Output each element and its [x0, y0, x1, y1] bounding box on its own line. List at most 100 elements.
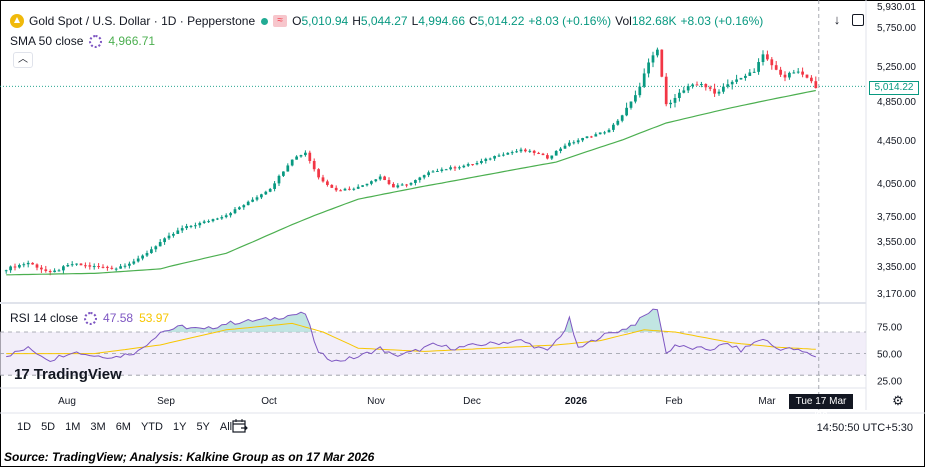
- candle-body: [563, 145, 567, 149]
- sma-settings-icon[interactable]: [89, 34, 103, 48]
- rsi-settings-icon[interactable]: [84, 311, 98, 325]
- range-5y[interactable]: 5Y: [196, 421, 210, 433]
- range-ytd[interactable]: YTD: [140, 421, 163, 433]
- candle-body: [594, 134, 598, 137]
- candle-body: [326, 181, 329, 185]
- download-icon[interactable]: ↓: [833, 12, 841, 27]
- range-1d[interactable]: 1D: [17, 421, 32, 433]
- time-tick-label: Aug: [58, 396, 76, 407]
- candle-body: [458, 167, 461, 169]
- candle-body: [502, 154, 505, 156]
- candle-body: [585, 136, 589, 139]
- symbol-legend: Gold Spot / U.S. Dollar · 1D · Peppersto…: [10, 14, 767, 28]
- candle-body: [480, 161, 483, 164]
- candle-body: [189, 225, 193, 227]
- candle-body: [488, 158, 492, 160]
- sma-label[interactable]: SMA 50 close: [10, 34, 84, 48]
- candle-body: [163, 238, 166, 243]
- symbol-name[interactable]: Gold Spot / U.S. Dollar: [29, 14, 151, 28]
- candle-body: [678, 92, 681, 98]
- partial-price-label: 5,930.01: [877, 2, 916, 13]
- candle-body: [26, 262, 30, 265]
- candle-body: [713, 88, 716, 94]
- candle-body: [440, 169, 444, 171]
- high-value: 5,044.27: [360, 14, 408, 28]
- tradingview-logo[interactable]: 17 TradingView: [14, 366, 122, 383]
- vol-value: 182.68K: [631, 14, 677, 28]
- interval-label[interactable]: 1D: [161, 14, 177, 28]
- range-6m[interactable]: 6M: [115, 421, 131, 433]
- collapse-legend-button[interactable]: ︿: [13, 52, 33, 68]
- candle-body: [392, 183, 395, 188]
- candle-body: [383, 176, 386, 181]
- candle-body: [343, 188, 347, 191]
- candle-body: [660, 49, 664, 77]
- gold-logo-icon: [10, 14, 24, 28]
- range-all[interactable]: All: [219, 421, 233, 433]
- range-1m[interactable]: 1M: [65, 421, 81, 433]
- calendar-icon[interactable]: [232, 419, 248, 433]
- price-tick-label: 3,350.00: [877, 262, 916, 273]
- range-3m[interactable]: 3M: [90, 421, 106, 433]
- candle-body: [444, 169, 448, 171]
- broker-label: Pepperstone: [187, 14, 256, 28]
- candle-body: [290, 159, 294, 166]
- candle-body: [598, 132, 602, 135]
- candle-body: [427, 172, 430, 176]
- candle-body: [180, 228, 184, 231]
- candle-body: [176, 230, 180, 234]
- rsi-overbought-fill: [6, 309, 816, 332]
- candle-body: [374, 179, 378, 182]
- candle-body: [532, 150, 536, 153]
- candle-body: [53, 270, 56, 273]
- candle-body: [766, 54, 769, 60]
- price-tick-label: 5,250.00: [877, 62, 916, 73]
- candle-body: [783, 74, 787, 78]
- candle-body: [568, 142, 571, 146]
- time-tick-label: Dec: [463, 396, 481, 407]
- candle-body: [638, 86, 642, 96]
- range-selector: 1D 5D 1M 3M 6M YTD 1Y 5Y All: [12, 421, 237, 433]
- fullscreen-icon[interactable]: [852, 14, 864, 26]
- candle-body: [277, 175, 281, 184]
- candle-body: [260, 194, 263, 198]
- candle-body: [475, 163, 479, 165]
- range-5d[interactable]: 5D: [41, 421, 56, 433]
- candle-body: [739, 77, 743, 80]
- candle-body: [88, 265, 92, 267]
- rsi-ma-value: 53.97: [139, 311, 170, 325]
- candle-body: [264, 191, 268, 195]
- rsi-label[interactable]: RSI 14 close: [10, 311, 79, 325]
- settings-icon[interactable]: ⚙: [892, 393, 904, 408]
- candle-body: [770, 59, 774, 66]
- candle-body: [554, 150, 558, 156]
- candle-body: [35, 264, 39, 268]
- candle-body: [286, 165, 290, 172]
- rsi-ma-line: [6, 322, 816, 355]
- candle-body: [634, 95, 637, 102]
- candle-body: [576, 140, 580, 143]
- candle-body: [400, 184, 404, 186]
- candle-body: [497, 155, 501, 157]
- sma-value: 4,966.71: [108, 34, 156, 48]
- candle-body: [114, 268, 118, 270]
- candle-body: [75, 263, 78, 265]
- candle-body: [22, 264, 26, 266]
- candle-body: [352, 188, 356, 190]
- candle-body: [528, 150, 532, 152]
- rsi-tick-label: 25.00: [877, 377, 902, 388]
- clock-readout[interactable]: 14:50:50 UTC+5:30: [816, 422, 913, 434]
- candle-body: [308, 152, 312, 161]
- candle-body: [110, 267, 114, 269]
- candle-body: [669, 102, 672, 105]
- candle-body: [466, 164, 470, 166]
- candle-body: [123, 265, 127, 267]
- price-tick-label: 3,170.00: [877, 289, 916, 300]
- candle-body: [519, 149, 523, 152]
- candle-body: [9, 266, 12, 271]
- candle-body: [92, 266, 96, 268]
- range-1y[interactable]: 1Y: [172, 421, 187, 433]
- time-tick-label: Nov: [367, 396, 385, 407]
- candle-body: [656, 49, 659, 56]
